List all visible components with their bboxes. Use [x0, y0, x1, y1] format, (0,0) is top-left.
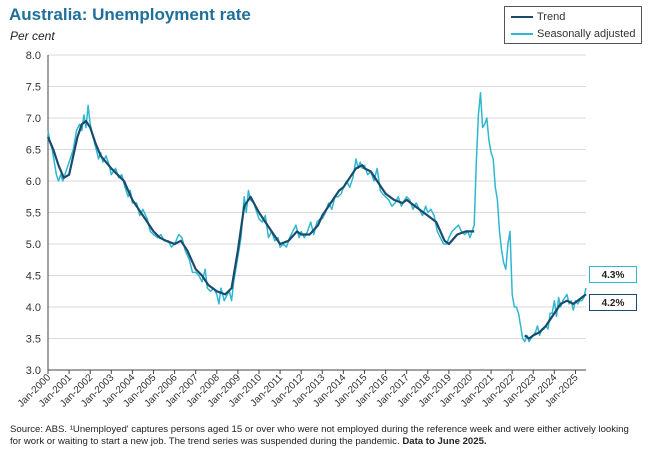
source-text: Source: ABS. ¹Unemployed' captures perso…	[10, 424, 629, 447]
source-bold: Data to June 2025.	[402, 436, 487, 447]
y-tick-label-5.5: 5.5	[26, 208, 41, 220]
legend-item-trend: Trend	[511, 10, 565, 24]
legend-swatch-sa	[511, 32, 533, 36]
y-tick-label-7.5: 7.5	[26, 82, 41, 94]
legend-item-sa: Seasonally adjusted	[511, 27, 635, 41]
y-tick-label-8.0: 8.0	[26, 50, 41, 62]
y-tick-label-3.5: 3.5	[26, 334, 41, 346]
series-line-trend-0	[46, 120, 475, 296]
chart-subtitle: Per cent	[10, 29, 55, 43]
source-note: Source: ABS. ¹Unemployed' captures perso…	[10, 424, 642, 448]
y-tick-label-4.5: 4.5	[26, 271, 41, 283]
y-tick-label-3.0: 3.0	[26, 365, 41, 377]
y-tick-label-6.0: 6.0	[26, 176, 41, 188]
chart-title: Australia: Unemployment rate	[9, 5, 251, 24]
y-tick-label-4.0: 4.0	[26, 302, 41, 314]
y-tick-label-6.5: 6.5	[26, 145, 41, 157]
legend-label-trend: Trend	[537, 11, 566, 23]
callout-trend-latest: 4.2%	[589, 294, 637, 311]
legend-label-sa: Seasonally adjusted	[537, 28, 636, 40]
legend: Trend Seasonally adjusted	[504, 6, 642, 44]
series-line-trend-1	[524, 293, 587, 340]
series-line-seasonally-adjusted-0	[47, 92, 587, 343]
callout-sa-latest: 4.3%	[589, 266, 637, 283]
y-tick-label-7.0: 7.0	[26, 113, 41, 125]
y-tick-label-5.0: 5.0	[26, 239, 41, 251]
legend-swatch-trend	[511, 15, 533, 19]
